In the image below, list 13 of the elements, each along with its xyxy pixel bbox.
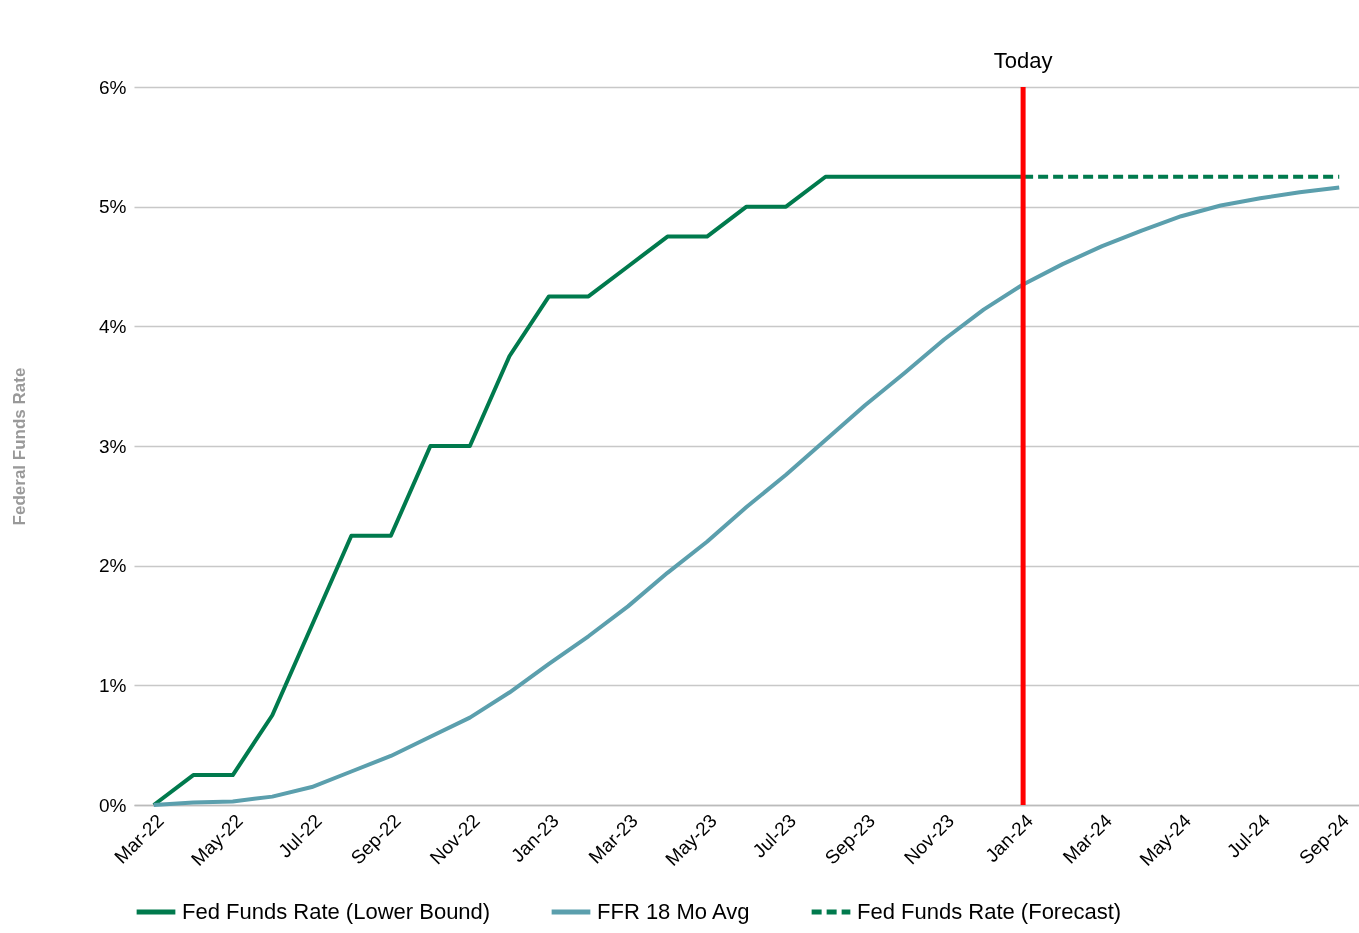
y-tick-label: 5% bbox=[99, 196, 127, 218]
legend-label: Fed Funds Rate (Lower Bound) bbox=[182, 899, 491, 924]
legend-label: FFR 18 Mo Avg bbox=[597, 899, 750, 924]
y-tick-label: 1% bbox=[99, 674, 127, 696]
y-axis-title: Federal Funds Rate bbox=[10, 367, 30, 526]
line-series bbox=[151, 185, 1342, 807]
y-tick-label: 0% bbox=[99, 794, 127, 816]
ref-line-label: Today bbox=[993, 48, 1053, 73]
y-tick-label: 4% bbox=[99, 315, 127, 337]
y-tick-label: 3% bbox=[99, 435, 127, 457]
y-tick-label: 6% bbox=[99, 76, 127, 98]
legend-label: Fed Funds Rate (Forecast) bbox=[857, 899, 1122, 924]
y-tick-label: 2% bbox=[99, 555, 127, 577]
